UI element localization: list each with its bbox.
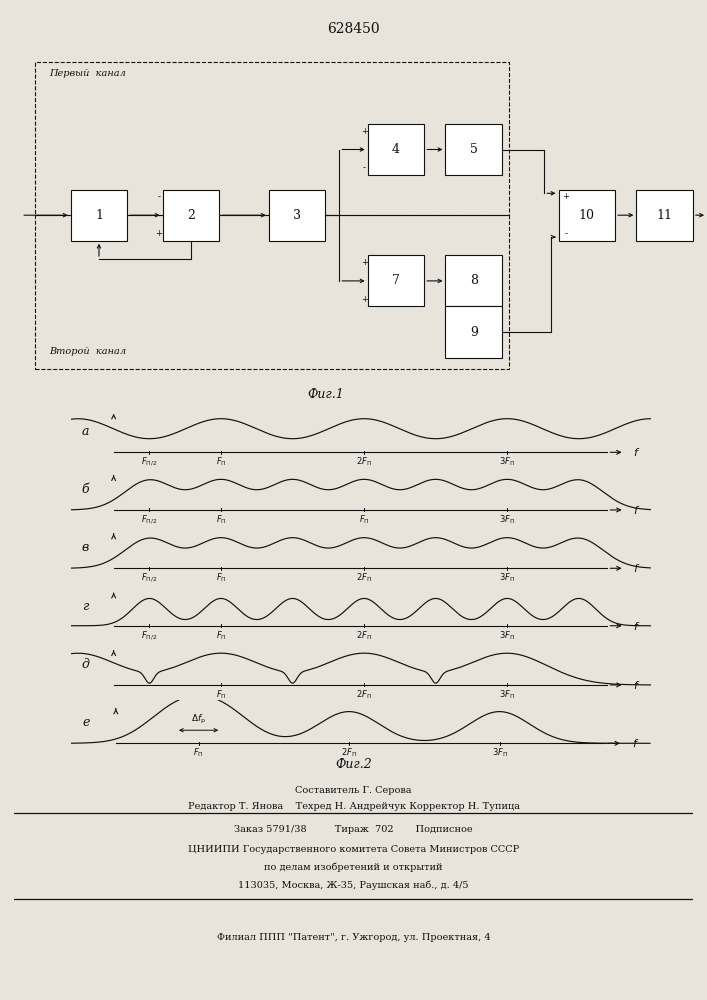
Text: $F_{\mathrm{\Pi}/2}$: $F_{\mathrm{\Pi}/2}$ xyxy=(141,572,158,584)
Text: $3F_\mathrm{\Pi}$: $3F_\mathrm{\Pi}$ xyxy=(491,747,508,759)
Text: 5: 5 xyxy=(469,143,478,156)
Text: $3F_\mathrm{\Pi}$: $3F_\mathrm{\Pi}$ xyxy=(499,688,515,701)
Text: $3F_\mathrm{\Pi}$: $3F_\mathrm{\Pi}$ xyxy=(499,572,515,584)
Text: 628450: 628450 xyxy=(327,22,380,36)
Text: 1: 1 xyxy=(95,209,103,222)
Text: 10: 10 xyxy=(579,209,595,222)
Text: д: д xyxy=(81,658,89,671)
Text: +: + xyxy=(156,229,163,238)
Bar xyxy=(559,190,615,241)
Text: 4: 4 xyxy=(392,143,400,156)
Text: $f$: $f$ xyxy=(632,737,639,749)
Bar xyxy=(445,306,502,358)
Bar xyxy=(636,190,693,241)
Text: -: - xyxy=(363,163,366,172)
Bar xyxy=(368,255,424,306)
Text: 113035, Москва, Ж-35, Раушская наб., д. 4/5: 113035, Москва, Ж-35, Раушская наб., д. … xyxy=(238,880,469,890)
Text: $2F_\mathrm{\Pi}$: $2F_\mathrm{\Pi}$ xyxy=(356,455,372,468)
Text: Первый  канал: Первый канал xyxy=(49,70,127,79)
Text: $F_\mathrm{\Pi}$: $F_\mathrm{\Pi}$ xyxy=(216,455,226,468)
Bar xyxy=(71,190,127,241)
Text: $2F_\mathrm{\Pi}$: $2F_\mathrm{\Pi}$ xyxy=(341,747,357,759)
Text: +: + xyxy=(562,192,569,201)
Text: $3F_\mathrm{\Pi}$: $3F_\mathrm{\Pi}$ xyxy=(499,455,515,468)
Text: $f$: $f$ xyxy=(633,562,641,574)
Text: $2F_\mathrm{\Pi}$: $2F_\mathrm{\Pi}$ xyxy=(356,630,372,642)
Text: Фиг.2: Фиг.2 xyxy=(335,758,372,770)
Text: б: б xyxy=(81,483,89,496)
Text: +: + xyxy=(361,295,368,304)
Text: Составитель Г. Серова: Составитель Г. Серова xyxy=(296,786,411,795)
Text: $f$: $f$ xyxy=(633,620,641,632)
Text: в: в xyxy=(81,541,88,554)
Text: $f$: $f$ xyxy=(633,446,641,458)
Text: Фиг.1: Фиг.1 xyxy=(307,388,344,401)
Text: Заказ 5791/38         Тираж  702       Подписное: Заказ 5791/38 Тираж 702 Подписное xyxy=(234,824,473,834)
Bar xyxy=(445,124,502,175)
Text: Редактор Т. Янова    Техред Н. Андрейчук Корректор Н. Тупица: Редактор Т. Янова Техред Н. Андрейчук Ко… xyxy=(187,802,520,811)
Text: $3F_\mathrm{\Pi}$: $3F_\mathrm{\Pi}$ xyxy=(499,513,515,526)
Text: $F_\mathrm{\Pi}$: $F_\mathrm{\Pi}$ xyxy=(216,572,226,584)
Text: $F_\mathrm{\Pi}$: $F_\mathrm{\Pi}$ xyxy=(216,688,226,701)
Text: $\Delta f_{\mathrm{p}}$: $\Delta f_{\mathrm{p}}$ xyxy=(191,713,206,726)
Text: 2: 2 xyxy=(187,209,195,222)
Text: Второй  канал: Второй канал xyxy=(49,347,127,356)
Text: -: - xyxy=(158,192,160,201)
Text: $F_\mathrm{\Pi}$: $F_\mathrm{\Pi}$ xyxy=(358,513,370,526)
Bar xyxy=(368,124,424,175)
Text: $F_{\mathrm{\Pi}/2}$: $F_{\mathrm{\Pi}/2}$ xyxy=(141,630,158,642)
Text: +: + xyxy=(361,258,368,267)
Text: $3F_\mathrm{\Pi}$: $3F_\mathrm{\Pi}$ xyxy=(499,630,515,642)
Text: а: а xyxy=(81,425,89,438)
Text: 9: 9 xyxy=(469,326,478,338)
Bar xyxy=(445,255,502,306)
Bar xyxy=(163,190,219,241)
Text: 7: 7 xyxy=(392,274,400,287)
Text: $2F_\mathrm{\Pi}$: $2F_\mathrm{\Pi}$ xyxy=(356,572,372,584)
Text: $F_\mathrm{\Pi}$: $F_\mathrm{\Pi}$ xyxy=(216,630,226,642)
Text: $F_{\mathrm{\Pi}/2}$: $F_{\mathrm{\Pi}/2}$ xyxy=(141,513,158,526)
Text: $2F_\mathrm{\Pi}$: $2F_\mathrm{\Pi}$ xyxy=(356,688,372,701)
Text: $f$: $f$ xyxy=(633,679,641,691)
Text: е: е xyxy=(82,716,89,729)
Text: 11: 11 xyxy=(657,209,672,222)
Text: $F_\mathrm{\Pi}$: $F_\mathrm{\Pi}$ xyxy=(193,747,204,759)
Text: по делам изобретений и открытий: по делам изобретений и открытий xyxy=(264,862,443,872)
Text: +: + xyxy=(361,127,368,136)
Text: 8: 8 xyxy=(469,274,478,287)
Text: ЦНИИПИ Государственного комитета Совета Министров СССР: ЦНИИПИ Государственного комитета Совета … xyxy=(188,845,519,854)
Text: -: - xyxy=(564,229,567,238)
Text: $f$: $f$ xyxy=(633,504,641,516)
Bar xyxy=(269,190,325,241)
Text: $F_{\mathrm{\Pi}/2}$: $F_{\mathrm{\Pi}/2}$ xyxy=(141,455,158,468)
Text: $F_\mathrm{\Pi}$: $F_\mathrm{\Pi}$ xyxy=(216,513,226,526)
Text: Филиал ППП "Патент", г. Ужгород, ул. Проектная, 4: Филиал ППП "Патент", г. Ужгород, ул. Про… xyxy=(216,932,491,942)
Text: 3: 3 xyxy=(293,209,301,222)
Text: г: г xyxy=(82,600,88,613)
